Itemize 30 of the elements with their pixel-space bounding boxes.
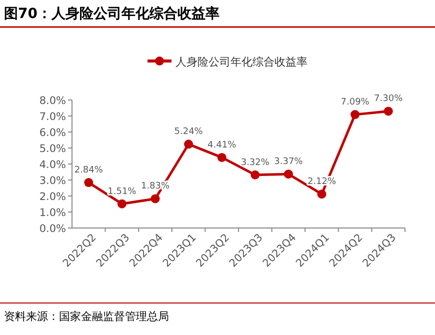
data-label: 3.37% bbox=[274, 157, 304, 168]
y-tick-label: 0.0% bbox=[39, 223, 66, 235]
y-tick-label: 8.0% bbox=[39, 95, 66, 107]
point bbox=[84, 178, 94, 188]
point bbox=[317, 190, 326, 199]
data-label: 3.32% bbox=[240, 158, 270, 168]
y-tick-label: 1.0% bbox=[39, 207, 66, 219]
point bbox=[217, 152, 226, 162]
point bbox=[184, 140, 194, 149]
chart-title: 图70：人身险公司年化综合收益率 bbox=[4, 5, 220, 22]
data-label: 4.41% bbox=[208, 140, 237, 150]
point bbox=[350, 110, 360, 120]
y-tick-label: 2.0% bbox=[39, 191, 66, 203]
data-label: 2.84% bbox=[74, 166, 104, 176]
y-tick-label: 7.0% bbox=[39, 111, 66, 123]
y-tick-label: 5.0% bbox=[39, 143, 66, 155]
point bbox=[117, 199, 126, 208]
y-tick-label: 3.0% bbox=[39, 175, 66, 187]
y-tick-label: 6.0% bbox=[39, 127, 66, 139]
point bbox=[384, 106, 393, 116]
data-label: 7.09% bbox=[340, 98, 370, 108]
data-label: 1.51% bbox=[108, 186, 137, 197]
data-label: 5.24% bbox=[174, 127, 204, 138]
text: 资料来源：国家金融监督管理总局 bbox=[4, 310, 169, 323]
y-tick-label: 4.0% bbox=[39, 159, 66, 171]
data-label: 7.30% bbox=[374, 94, 404, 104]
point bbox=[284, 170, 293, 179]
legend-label: 人身险公司年化综合收益率 bbox=[176, 56, 308, 68]
point bbox=[150, 194, 160, 204]
point bbox=[250, 170, 260, 180]
